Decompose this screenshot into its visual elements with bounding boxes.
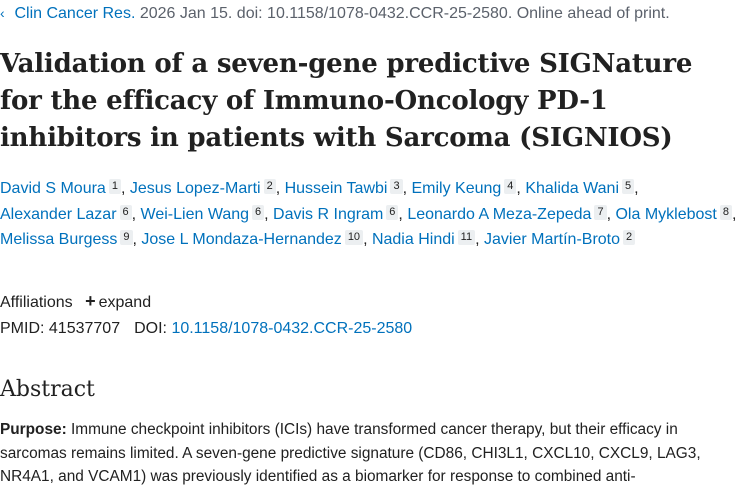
author-item: Wei-Lien Wang 6 bbox=[140, 204, 265, 223]
author-item: Jesus Lopez-Marti 2 bbox=[129, 179, 276, 197]
affiliations-expand-button[interactable]: + expand bbox=[85, 291, 152, 311]
citation-details: 2026 Jan 15. doi: 10.1158/1078-0432.CCR-… bbox=[135, 5, 670, 22]
author-item: Khalida Wani 5 bbox=[525, 179, 635, 197]
author-item: Leonardo A Meza-Zepeda 7 bbox=[407, 204, 607, 223]
pmid-value: 41537707 bbox=[48, 320, 121, 337]
affiliation-number[interactable]: 4 bbox=[504, 179, 517, 194]
author-item: David S Moura 1 bbox=[0, 179, 121, 197]
affiliation-number[interactable]: 6 bbox=[252, 204, 265, 220]
abstract-paragraph: Purpose: Immune checkpoint inhibitors (I… bbox=[0, 418, 742, 489]
affiliation-number[interactable]: 6 bbox=[119, 204, 132, 220]
identifiers-row: PMID: 41537707 DOI: 10.1158/1078-0432.CCR… bbox=[0, 319, 412, 339]
author-item: Alexander Lazar 6 bbox=[0, 204, 132, 223]
author-item: Jose L Mondaza-Hernandez 10 bbox=[141, 230, 364, 248]
author-item: Javier Martín-Broto 2 bbox=[483, 230, 636, 248]
author-name-link[interactable]: Emily Keung bbox=[411, 180, 502, 197]
purpose-text: Immune checkpoint inhibitors (ICIs) have… bbox=[0, 421, 701, 485]
doi-link[interactable]: 10.1158/1078-0432.CCR-25-2580 bbox=[171, 320, 413, 337]
affiliations-label: Affiliations bbox=[0, 294, 73, 311]
affiliation-number[interactable]: 2 bbox=[623, 230, 636, 245]
author-name-link[interactable]: Jose L Mondaza-Hernandez bbox=[141, 231, 342, 248]
affiliation-number[interactable]: 2 bbox=[263, 179, 276, 194]
author-name-link[interactable]: Javier Martín-Broto bbox=[483, 231, 621, 248]
doi-label: DOI: bbox=[134, 320, 167, 337]
plus-icon: + bbox=[85, 291, 96, 311]
affiliation-number[interactable]: 8 bbox=[719, 204, 732, 220]
author-name-link[interactable]: Wei-Lien Wang bbox=[140, 205, 250, 223]
affiliation-number[interactable]: 5 bbox=[622, 179, 635, 194]
author-item: Hussein Tawbi 3 bbox=[284, 179, 403, 197]
affiliation-number[interactable]: 11 bbox=[457, 230, 476, 245]
author-name-link[interactable]: David S Moura bbox=[0, 180, 106, 197]
author-item: Nadia Hindi 11 bbox=[371, 230, 476, 248]
author-name-link[interactable]: Davis R Ingram bbox=[273, 205, 384, 223]
affiliation-number[interactable]: 9 bbox=[120, 230, 133, 245]
affiliation-number[interactable]: 7 bbox=[594, 204, 607, 220]
affiliation-number[interactable]: 6 bbox=[386, 204, 399, 220]
author-name-link[interactable]: Melissa Burgess bbox=[0, 231, 118, 248]
chevron-left-icon[interactable]: ‹ bbox=[0, 5, 5, 21]
author-list: David S Moura 1, Jesus Lopez-Marti 2, Huss… bbox=[0, 179, 737, 248]
abstract-heading: Abstract bbox=[0, 377, 95, 402]
pmid-label: PMID: bbox=[0, 320, 45, 337]
author-item: Davis R Ingram 6 bbox=[273, 204, 399, 223]
author-name-link[interactable]: Nadia Hindi bbox=[371, 231, 455, 248]
author-name-link[interactable]: Jesus Lopez-Marti bbox=[129, 180, 261, 197]
author-item: Ola Myklebost 8 bbox=[615, 204, 732, 223]
author-name-link[interactable]: Khalida Wani bbox=[525, 180, 619, 197]
affiliation-number[interactable]: 3 bbox=[390, 179, 403, 194]
author-name-link[interactable]: Alexander Lazar bbox=[0, 205, 117, 223]
affiliation-number[interactable]: 10 bbox=[344, 230, 364, 245]
citation-line: ‹ Clin Cancer Res. 2026 Jan 15. doi: 10.… bbox=[0, 3, 750, 24]
affiliation-number[interactable]: 1 bbox=[108, 179, 121, 194]
article-title: Validation of a seven-gene predictive SI… bbox=[0, 49, 693, 153]
author-name-link[interactable]: Leonardo A Meza-Zepeda bbox=[407, 205, 592, 223]
journal-link[interactable]: Clin Cancer Res. bbox=[14, 5, 136, 22]
purpose-label: Purpose: bbox=[0, 421, 67, 438]
author-item: Emily Keung 4 bbox=[411, 179, 517, 197]
author-item: Melissa Burgess 9 bbox=[0, 230, 133, 248]
expand-label: expand bbox=[98, 294, 152, 311]
author-name-link[interactable]: Ola Myklebost bbox=[615, 205, 717, 223]
affiliations-row: Affiliations + expand bbox=[0, 291, 151, 313]
author-name-link[interactable]: Hussein Tawbi bbox=[284, 180, 388, 197]
